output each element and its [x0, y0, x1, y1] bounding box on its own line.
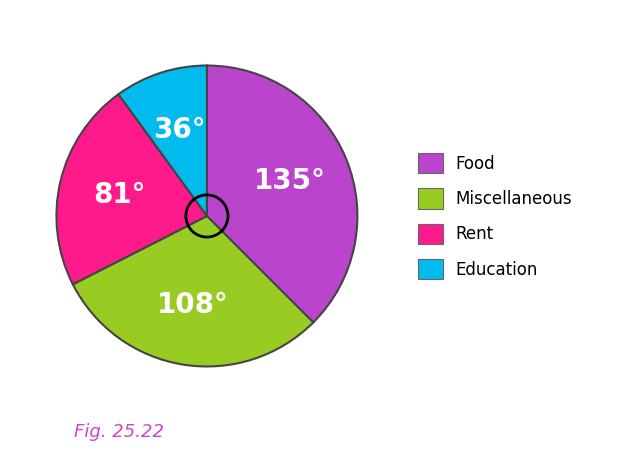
Text: 81°: 81°	[93, 181, 145, 209]
Text: Fig. 25.22: Fig. 25.22	[74, 423, 164, 441]
Wedge shape	[207, 66, 357, 322]
Wedge shape	[73, 216, 314, 366]
Wedge shape	[119, 66, 207, 216]
Text: 36°: 36°	[153, 116, 205, 144]
Wedge shape	[56, 94, 207, 284]
Text: 108°: 108°	[157, 291, 229, 319]
Legend: Food, Miscellaneous, Rent, Education: Food, Miscellaneous, Rent, Education	[411, 146, 579, 286]
Text: 135°: 135°	[255, 167, 326, 195]
